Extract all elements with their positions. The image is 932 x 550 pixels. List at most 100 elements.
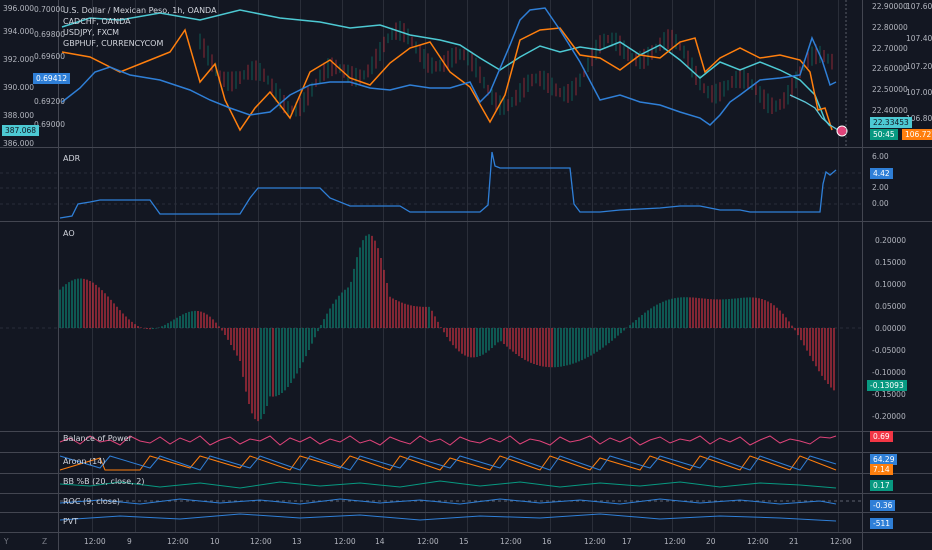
left-inner-tick: 0.69000 [34, 120, 66, 129]
left-outer-tick: 394.000 [3, 27, 35, 36]
pane-separator[interactable] [0, 493, 932, 494]
vertical-gridline [508, 0, 509, 532]
aroon-down-value: 7.14 [870, 464, 893, 475]
legend-cadchf[interactable]: CADCHF, OANDA [63, 17, 131, 26]
ao-tick: 0.20000 [875, 236, 907, 245]
adr-tick: 0.00 [872, 199, 889, 208]
ao-tick: -0.05000 [872, 346, 906, 355]
adr-title[interactable]: ADR [63, 154, 81, 163]
time-axis-label: 20 [706, 537, 716, 546]
time-axis-label: 14 [375, 537, 385, 546]
left-inner-tick: 0.69800 [34, 30, 66, 39]
roc-title[interactable]: ROC (9, close) [63, 497, 121, 506]
aroon-title[interactable]: Aroon (14) [63, 457, 106, 466]
vertical-gridline [342, 0, 343, 532]
right-inner-tick: 22.70000 [872, 44, 908, 53]
ao-tick: -0.10000 [872, 368, 906, 377]
right-price-label-orange: 106.727 [902, 129, 932, 140]
pane-separator[interactable] [0, 431, 932, 432]
last-price-marker [836, 125, 848, 137]
pvt-line [59, 513, 837, 522]
time-axis-label: 21 [789, 537, 799, 546]
vertical-gridline [714, 0, 715, 532]
legend-gbphuf[interactable]: GBPHUF, CURRENCYCOM [63, 39, 164, 48]
vertical-gridline [175, 0, 176, 532]
pane-separator[interactable] [0, 221, 932, 222]
pvt-title[interactable]: PVT [63, 517, 79, 526]
left-inner-tick: 0.69200 [34, 97, 66, 106]
right-countdown-label: 50:45 [870, 129, 898, 140]
vertical-gridline [425, 0, 426, 532]
left-outer-tick: 396.000 [3, 4, 35, 13]
pane-separator[interactable] [0, 512, 932, 513]
vertical-gridline [838, 0, 839, 532]
blue-series-line [61, 7, 837, 126]
bop-value-label: 0.69 [870, 431, 893, 442]
time-axis-label: 12:00 [334, 537, 356, 546]
roc-value-label: -0.36 [870, 500, 896, 511]
bop-title[interactable]: Balance of Power [63, 434, 132, 443]
legend-usdjpy[interactable]: USDJPY, FXCM [63, 28, 120, 37]
left-inner-tick: 0.70000 [34, 5, 66, 14]
right-outer-tick: 107.000 [906, 88, 932, 97]
vertical-gridline [755, 0, 756, 532]
right-inner-tick: 22.90000 [872, 2, 908, 11]
aroon-up-line [59, 455, 837, 471]
left-toolbar-button-z[interactable]: Z [42, 537, 48, 546]
cyan-series-line [789, 94, 839, 131]
ao-tick: -0.20000 [872, 412, 906, 421]
aroon-down-line [59, 455, 837, 471]
vertical-gridline [630, 0, 631, 532]
pane-separator[interactable] [0, 147, 932, 148]
time-axis-label: 12:00 [500, 537, 522, 546]
pane-separator[interactable] [0, 473, 932, 474]
time-axis-label: 15 [459, 537, 469, 546]
right-outer-tick: 107.600 [906, 2, 932, 11]
time-axis-label: 12:00 [584, 537, 606, 546]
ao-tick: 0.05000 [875, 302, 907, 311]
pvt-value-label: -511 [870, 518, 894, 529]
right-inner-tick: 22.80000 [872, 23, 908, 32]
ao-title[interactable]: AO [63, 229, 75, 238]
price-axis-border [862, 0, 863, 550]
teal-series-line [61, 9, 831, 127]
roc-line [59, 498, 837, 505]
time-axis-label: 17 [622, 537, 632, 546]
right-inner-tick: 22.50000 [872, 85, 908, 94]
right-inner-tick: 22.60000 [872, 64, 908, 73]
right-outer-tick: 107.400 [906, 34, 932, 43]
vertical-gridline [300, 0, 301, 532]
time-axis-label: 12:00 [664, 537, 686, 546]
adr-line [59, 151, 837, 219]
bb-percent-b-line [59, 480, 837, 489]
left-price-label-blue: 0.69412 [33, 73, 71, 84]
time-axis-label: 12:00 [417, 537, 439, 546]
pane-separator[interactable] [0, 452, 932, 453]
time-axis-label: 10 [210, 537, 220, 546]
vertical-gridline [467, 0, 468, 532]
time-axis-label: 13 [292, 537, 302, 546]
vertical-gridline [550, 0, 551, 532]
ao-tick: -0.15000 [872, 390, 906, 399]
left-inner-tick: 0.69600 [34, 52, 66, 61]
adr-tick: 6.00 [872, 152, 889, 161]
time-axis-label: 9 [127, 537, 132, 546]
time-axis-label: 16 [542, 537, 552, 546]
legend-main-symbol[interactable]: U.S. Dollar / Mexican Peso, 1h, OANDA [63, 6, 217, 15]
time-axis-label: 12:00 [747, 537, 769, 546]
aroon-up-value: 64.29 [870, 454, 898, 465]
bb-title[interactable]: BB %B (20, close, 2) [63, 477, 145, 486]
time-axis-label: 12:00 [830, 537, 852, 546]
adr-tick: 2.00 [872, 183, 889, 192]
left-outer-tick: 386.000 [3, 139, 35, 148]
ao-tick: 0.10000 [875, 280, 907, 289]
vertical-gridline [135, 0, 136, 532]
left-outer-tick: 388.000 [3, 111, 35, 120]
left-toolbar-button-y[interactable]: Y [4, 537, 9, 546]
vertical-gridline [92, 0, 93, 532]
time-axis-label: 12:00 [84, 537, 106, 546]
